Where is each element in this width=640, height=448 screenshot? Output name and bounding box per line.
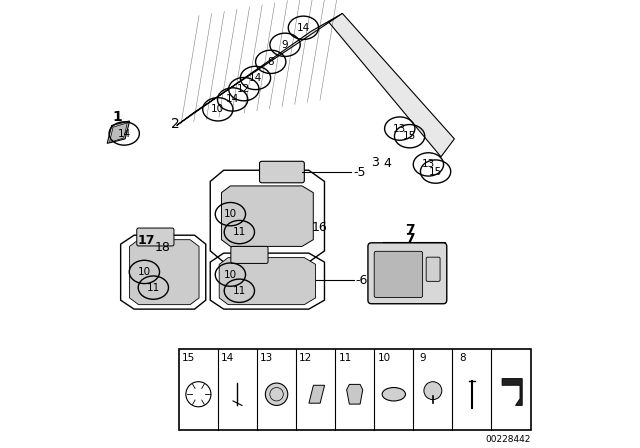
Text: 15: 15 <box>429 167 442 177</box>
Text: -6: -6 <box>355 273 367 287</box>
Text: 10: 10 <box>224 270 237 280</box>
Text: 00228442: 00228442 <box>485 435 531 444</box>
Ellipse shape <box>382 388 406 401</box>
FancyBboxPatch shape <box>260 161 305 183</box>
Polygon shape <box>502 379 522 405</box>
Text: 10: 10 <box>378 353 390 362</box>
Polygon shape <box>329 13 454 157</box>
Polygon shape <box>130 240 199 305</box>
Text: 11: 11 <box>233 286 246 296</box>
Circle shape <box>266 383 288 405</box>
Text: 7: 7 <box>404 232 415 246</box>
Text: 11: 11 <box>339 353 351 362</box>
Text: 8: 8 <box>268 57 274 67</box>
Text: 14: 14 <box>297 23 310 33</box>
Bar <box>179 349 531 430</box>
Text: 12: 12 <box>300 353 312 362</box>
Text: 15: 15 <box>182 353 195 362</box>
Polygon shape <box>220 258 316 305</box>
FancyBboxPatch shape <box>426 257 440 281</box>
Text: 12: 12 <box>237 84 250 94</box>
Polygon shape <box>109 123 127 142</box>
FancyBboxPatch shape <box>368 243 447 304</box>
Text: 4: 4 <box>383 156 391 170</box>
Polygon shape <box>309 385 324 403</box>
Text: 2: 2 <box>172 117 180 131</box>
Text: 10: 10 <box>138 267 151 277</box>
Text: 14: 14 <box>118 129 131 138</box>
Text: 11: 11 <box>233 227 246 237</box>
Text: 1: 1 <box>112 110 122 125</box>
Text: 13: 13 <box>260 353 273 362</box>
Polygon shape <box>177 13 342 125</box>
Text: -5: -5 <box>353 166 366 179</box>
FancyBboxPatch shape <box>231 246 268 263</box>
Text: 14: 14 <box>226 95 239 104</box>
Text: 17: 17 <box>138 234 155 247</box>
Text: 15: 15 <box>403 131 416 141</box>
Text: 16: 16 <box>312 220 328 234</box>
Text: 14: 14 <box>249 73 262 83</box>
Polygon shape <box>221 186 314 246</box>
Polygon shape <box>347 384 363 404</box>
Text: 10: 10 <box>211 104 225 114</box>
FancyBboxPatch shape <box>137 228 174 246</box>
Text: 13: 13 <box>422 159 435 169</box>
Text: 9: 9 <box>282 40 289 50</box>
Text: 18: 18 <box>154 241 170 254</box>
Text: 10: 10 <box>224 209 237 219</box>
Text: 8: 8 <box>459 353 465 362</box>
Text: 11: 11 <box>147 283 160 293</box>
Circle shape <box>424 382 442 400</box>
Text: 7: 7 <box>404 224 415 237</box>
Polygon shape <box>108 121 130 143</box>
FancyBboxPatch shape <box>374 251 422 297</box>
Text: 9: 9 <box>420 353 426 362</box>
Text: 3: 3 <box>371 155 379 169</box>
Text: 14: 14 <box>221 353 234 362</box>
Text: 13: 13 <box>393 124 406 134</box>
